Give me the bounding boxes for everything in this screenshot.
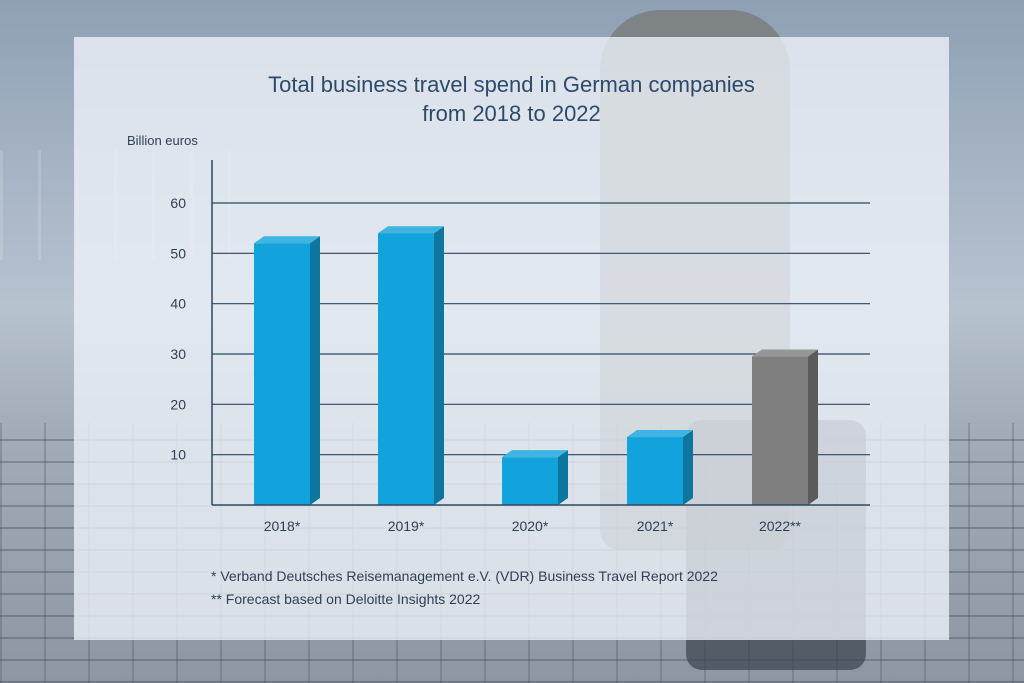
bar-side-2018 xyxy=(310,236,320,505)
x-tick-label-2022: 2022** xyxy=(759,518,802,534)
x-tick-label-2019: 2019* xyxy=(388,518,425,534)
chart-panel xyxy=(74,37,949,640)
footnote-forecast: ** Forecast based on Deloitte Insights 2… xyxy=(211,591,481,607)
bar-2019 xyxy=(378,233,434,505)
chart-title-line-1: Total business travel spend in German co… xyxy=(268,72,755,97)
y-tick-label-10: 10 xyxy=(170,447,186,463)
bar-2022 xyxy=(752,356,808,505)
y-tick-label-20: 20 xyxy=(170,396,186,412)
bar-2018 xyxy=(254,243,310,505)
bar-2021 xyxy=(627,437,683,505)
x-tick-label-2020: 2020* xyxy=(512,518,549,534)
footnote-source: * Verband Deutsches Reisemanagement e.V.… xyxy=(211,568,718,584)
bar-top-2020 xyxy=(502,450,568,458)
y-tick-label-40: 40 xyxy=(170,296,186,312)
chart-title: Total business travel spend in German co… xyxy=(74,70,949,128)
y-tick-label-50: 50 xyxy=(170,245,186,261)
bar-2020 xyxy=(502,457,558,505)
y-tick-label-30: 30 xyxy=(170,346,186,362)
bar-top-2019 xyxy=(378,226,444,234)
bar-top-2022 xyxy=(752,349,818,357)
chart-title-line-2: from 2018 to 2022 xyxy=(422,101,601,126)
bar-side-2021 xyxy=(683,430,693,505)
x-tick-label-2018: 2018* xyxy=(264,518,301,534)
bar-top-2021 xyxy=(627,430,693,438)
y-axis-label: Billion euros xyxy=(127,133,198,148)
bar-side-2022 xyxy=(808,349,818,505)
x-tick-label-2021: 2021* xyxy=(637,518,674,534)
bar-side-2019 xyxy=(434,226,444,505)
bar-side-2020 xyxy=(558,450,568,505)
y-tick-label-60: 60 xyxy=(170,195,186,211)
bar-top-2018 xyxy=(254,236,320,244)
